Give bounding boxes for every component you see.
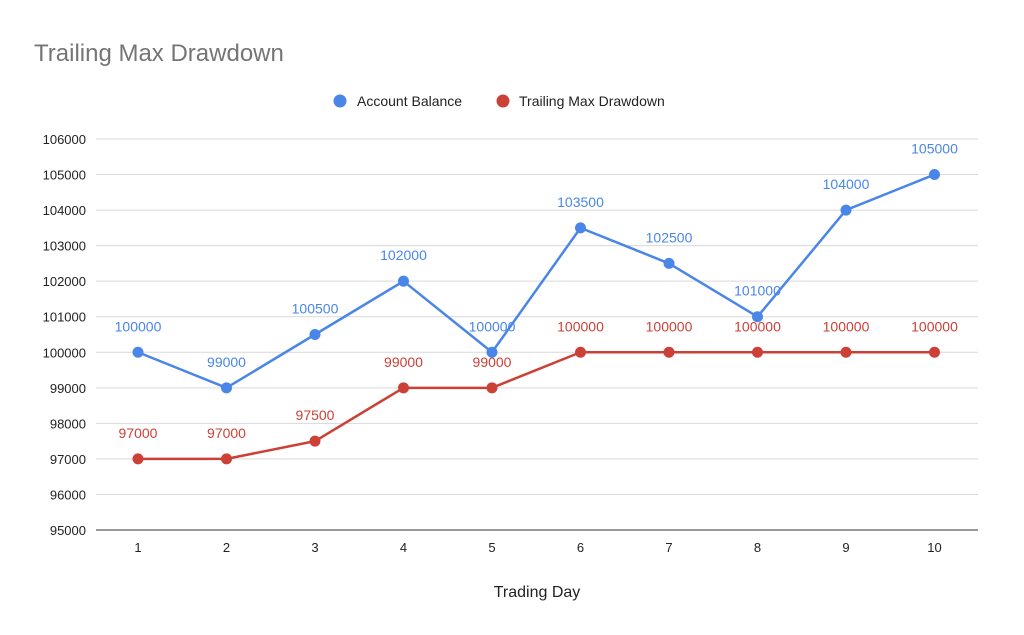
data-point: [929, 346, 940, 358]
x-tick-label: 7: [665, 540, 672, 555]
data-label: 100000: [823, 318, 870, 334]
data-label: 103500: [557, 194, 604, 210]
data-point: [575, 222, 586, 234]
data-point: [398, 382, 409, 394]
x-tick-label: 2: [223, 540, 230, 555]
y-tick-label: 100000: [43, 345, 86, 360]
x-tick-label: 9: [842, 540, 849, 555]
data-point: [840, 204, 852, 216]
data-point: [309, 435, 321, 447]
y-tick-label: 106000: [43, 132, 86, 147]
legend-marker: [496, 94, 510, 108]
y-tick-label: 104000: [43, 203, 86, 218]
x-tick-label: 5: [488, 540, 495, 555]
legend-label: Account Balance: [357, 93, 462, 109]
data-point: [221, 453, 232, 465]
y-axis-ticks: 95000 96000 97000 98000 99000 100000 101000 102…: [43, 132, 86, 538]
data-point: [221, 382, 232, 394]
data-label: 105000: [911, 141, 958, 157]
legend: Account Balance Trailing Max Drawdown: [333, 93, 665, 109]
data-label: 100000: [911, 318, 958, 334]
x-tick-label: 1: [134, 540, 141, 555]
data-label: 100000: [469, 318, 516, 334]
data-label: 100000: [557, 318, 604, 334]
data-label: 100000: [646, 318, 693, 334]
x-tick-label: 10: [927, 540, 941, 555]
data-label: 100500: [292, 301, 339, 317]
data-label: 97000: [207, 425, 246, 441]
x-tick-label: 3: [311, 540, 318, 555]
data-label: 102500: [646, 229, 693, 245]
data-point: [752, 346, 763, 358]
x-axis-title: Trading Day: [494, 584, 581, 601]
y-tick-label: 98000: [50, 416, 86, 431]
gridlines: [96, 138, 978, 531]
data-label: 97500: [296, 407, 335, 423]
y-tick-label: 103000: [43, 239, 86, 254]
x-tick-label: 4: [400, 540, 407, 555]
y-tick-label: 95000: [50, 523, 86, 538]
data-labels: 100000 99000 100500 102000 100000 103500 10250…: [115, 141, 958, 441]
series-line: [138, 351, 935, 461]
data-label: 102000: [380, 247, 427, 263]
x-axis-ticks: 1 2 3 4 5 6 7 8 9 10: [134, 540, 941, 555]
data-point: [752, 311, 763, 323]
data-point: [486, 382, 498, 394]
data-point: [663, 257, 675, 269]
data-label: 101000: [734, 283, 781, 299]
data-label: 99000: [473, 354, 512, 370]
x-tick-label: 8: [754, 540, 761, 555]
y-tick-label: 96000: [50, 487, 86, 502]
data-point: [663, 346, 675, 358]
data-point: [398, 275, 409, 287]
data-point: [132, 346, 144, 358]
y-tick-label: 97000: [50, 452, 86, 467]
data-label: 99000: [384, 354, 423, 370]
data-point: [840, 346, 852, 358]
y-tick-label: 102000: [43, 274, 86, 289]
data-label: 100000: [115, 318, 162, 334]
series-lines: [137, 173, 935, 461]
data-label: 97000: [119, 425, 158, 441]
data-point: [486, 346, 498, 358]
series-line: [137, 173, 935, 390]
chart-title: Trailing Max Drawdown: [34, 40, 284, 67]
y-tick-label: 99000: [50, 381, 86, 396]
series-points: [132, 169, 940, 465]
legend-marker: [333, 94, 347, 108]
data-point: [929, 169, 940, 181]
data-label: 104000: [823, 176, 870, 192]
data-point: [132, 453, 144, 465]
data-label: 100000: [734, 318, 781, 334]
y-tick-label: 101000: [43, 310, 86, 325]
data-point: [309, 329, 321, 340]
data-label: 99000: [207, 354, 246, 370]
y-tick-label: 105000: [43, 168, 86, 183]
x-tick-label: 6: [577, 540, 584, 555]
legend-label: Trailing Max Drawdown: [519, 93, 665, 109]
data-point: [575, 346, 586, 358]
